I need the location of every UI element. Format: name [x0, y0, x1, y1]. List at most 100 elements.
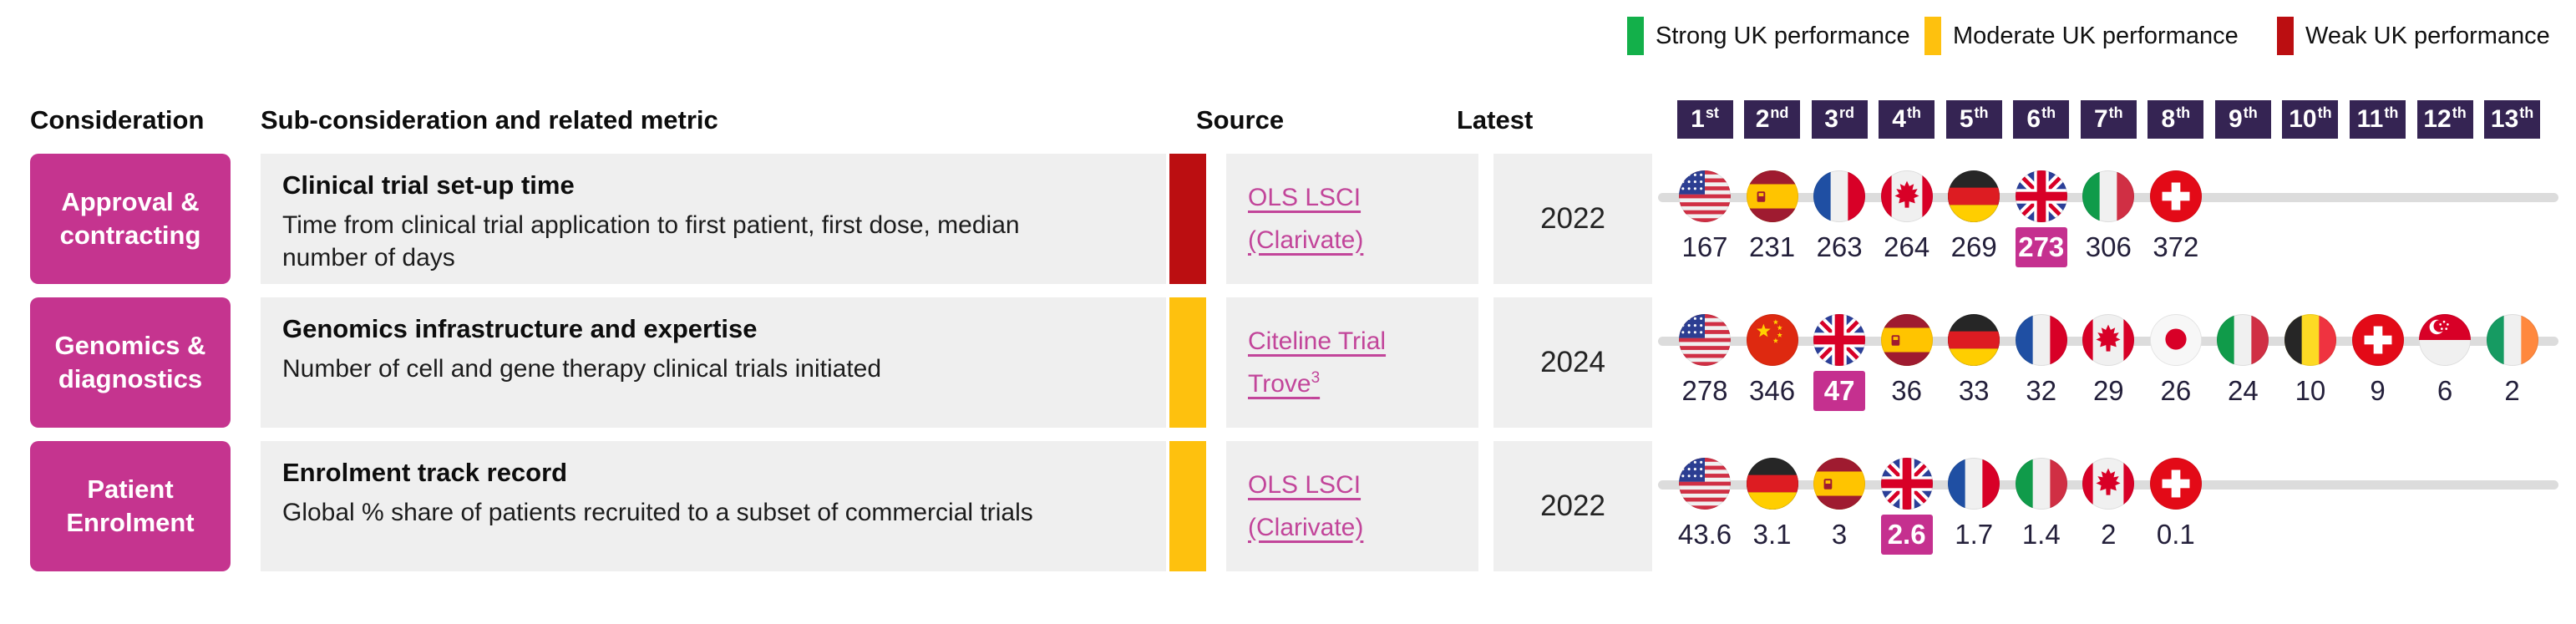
flag-spain-icon [1880, 314, 1933, 366]
rank-marker: 372 [2142, 154, 2209, 284]
source-box: OLS LSCI (Clarivate) [1226, 154, 1478, 284]
table-row: Patient Enrolment Enrolment track record… [0, 441, 2576, 571]
flag-italy-icon [2015, 458, 2067, 510]
table-row: Approval & contracting Clinical trial se… [0, 154, 2576, 284]
rank-marker: 264 [1874, 154, 1940, 284]
rank-value: 0.1 [2156, 519, 2195, 550]
metric-title: Clinical trial set-up time [282, 170, 575, 200]
table-row: Genomics & diagnostics Genomics infrastr… [0, 297, 2576, 428]
consideration-box: Patient Enrolment [30, 441, 231, 571]
rank-value: 36 [1891, 375, 1922, 406]
rank-value: 278 [1681, 375, 1728, 406]
rank-value: 33 [1958, 375, 1990, 406]
rank-marker: 231 [1739, 154, 1806, 284]
rank-value: 1.4 [2021, 519, 2061, 550]
column-header-latest: Latest [1457, 105, 1534, 134]
rank-value: 264 [1884, 231, 1930, 262]
flag-france-icon [2015, 314, 2067, 366]
source-link[interactable]: Citeline Trial Trove3 [1248, 327, 1387, 398]
legend-swatch [1627, 17, 1644, 55]
rank-value: 43.6 [1677, 519, 1732, 550]
legend-item-weak: Weak UK performance [2277, 15, 2550, 57]
rank-value: 2 [2101, 519, 2117, 550]
metric-box: Enrolment track record Global % share of… [261, 441, 1166, 571]
rank-value: 269 [1950, 231, 1997, 262]
flag-ireland-icon [2486, 314, 2538, 366]
rank-value-uk-highlight: 47 [1813, 371, 1866, 411]
metric-box: Genomics infrastructure and expertise Nu… [261, 297, 1166, 428]
flag-usa-icon [1679, 170, 1731, 222]
rank-marker: 1.7 [1940, 441, 2007, 571]
source-link[interactable]: OLS LSCI (Clarivate) [1248, 470, 1364, 541]
status-bar [1169, 154, 1206, 284]
column-header-sub-consideration: Sub-consideration and related metric [261, 105, 718, 134]
flag-canada-icon [2082, 314, 2135, 366]
rank-value: 306 [2085, 231, 2132, 262]
rank-value: 231 [1749, 231, 1796, 262]
status-bar [1169, 441, 1206, 571]
legend-item-strong: Strong UK performance [1627, 15, 1910, 57]
rank-marker: 33 [1940, 297, 2007, 428]
flag-italy-icon [2082, 170, 2135, 222]
metric-title: Genomics infrastructure and expertise [282, 314, 758, 343]
legend-label: Strong UK performance [1656, 22, 1910, 49]
rank-marker: 24 [2209, 297, 2276, 428]
rank-marker: 346 [1739, 297, 1806, 428]
flag-uk-icon [1880, 458, 1933, 510]
flag-belgium-icon [2284, 314, 2336, 366]
rank-marker: 43.6 [1671, 441, 1738, 571]
rank-value: 32 [2026, 375, 2057, 406]
rank-marker: 269 [1940, 154, 2007, 284]
flag-germany-icon [1948, 170, 2000, 222]
rank-value: 1.7 [1955, 519, 1994, 550]
rank-marker: 273 [2008, 154, 2075, 284]
status-bar [1169, 297, 1206, 428]
rank-value: 9 [2370, 375, 2386, 406]
flag-germany-icon [1948, 314, 2000, 366]
source-box: Citeline Trial Trove3 [1226, 297, 1478, 428]
flag-japan-icon [2149, 314, 2202, 366]
rank-marker: 278 [1671, 297, 1738, 428]
rank-value: 372 [2153, 231, 2199, 262]
metric-description: Time from clinical trial application to … [282, 211, 1020, 271]
rank-value: 2 [2504, 375, 2520, 406]
rank-value: 24 [2228, 375, 2259, 406]
source-box: OLS LSCI (Clarivate) [1226, 441, 1478, 571]
source-link[interactable]: OLS LSCI (Clarivate) [1248, 183, 1364, 254]
legend-label: Moderate UK performance [1953, 22, 2239, 49]
rank-marker: 10 [2277, 297, 2344, 428]
rank-marker: 2 [2075, 441, 2142, 571]
rank-value: 6 [2437, 375, 2453, 406]
flag-spain-icon [1813, 458, 1866, 510]
rank-marker: 32 [2008, 297, 2075, 428]
column-header-source: Source [1196, 105, 1285, 134]
metric-description: Global % share of patients recruited to … [282, 499, 1033, 526]
legend-swatch [1924, 17, 1941, 55]
legend-item-moderate: Moderate UK performance [1924, 15, 2239, 57]
latest-box: 2022 [1493, 154, 1652, 284]
flag-uk-icon [1813, 314, 1866, 366]
rank-value: 167 [1681, 231, 1728, 262]
legend-label: Weak UK performance [2305, 22, 2550, 49]
rank-marker: 3 [1806, 441, 1873, 571]
rank-marker: 6 [2411, 297, 2478, 428]
legend-swatch [2277, 17, 2294, 55]
flag-usa-icon [1679, 458, 1731, 510]
rank-value: 263 [1816, 231, 1863, 262]
rank-value: 29 [2092, 375, 2124, 406]
rank-marker: 3.1 [1739, 441, 1806, 571]
rank-value: 10 [2295, 375, 2326, 406]
flag-canada-icon [2082, 458, 2135, 510]
rank-marker: 2 [2479, 297, 2546, 428]
